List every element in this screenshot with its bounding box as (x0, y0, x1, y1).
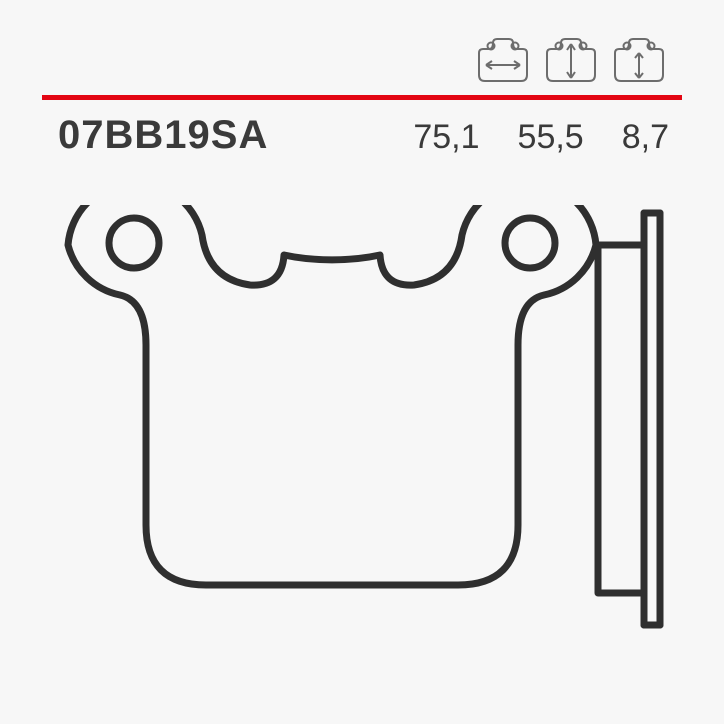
dimension-icons-row (473, 35, 669, 85)
side-view (598, 213, 660, 625)
header-divider (42, 95, 682, 100)
dimension-thickness: 8,7 (622, 118, 669, 157)
mount-hole-left (109, 218, 159, 268)
dimension-width-icon (473, 35, 533, 85)
dimension-thickness-icon (609, 35, 669, 85)
dimension-height: 55,5 (518, 118, 584, 157)
technical-drawing (50, 205, 674, 635)
dimension-height-icon (541, 35, 601, 85)
spec-row: 07BB19SA 75,1 55,5 8,7 (0, 113, 724, 158)
dimensions-group: 75,1 55,5 8,7 (413, 118, 669, 157)
mount-hole-right (505, 218, 555, 268)
part-number: 07BB19SA (58, 113, 268, 158)
dimension-width: 75,1 (413, 118, 479, 157)
